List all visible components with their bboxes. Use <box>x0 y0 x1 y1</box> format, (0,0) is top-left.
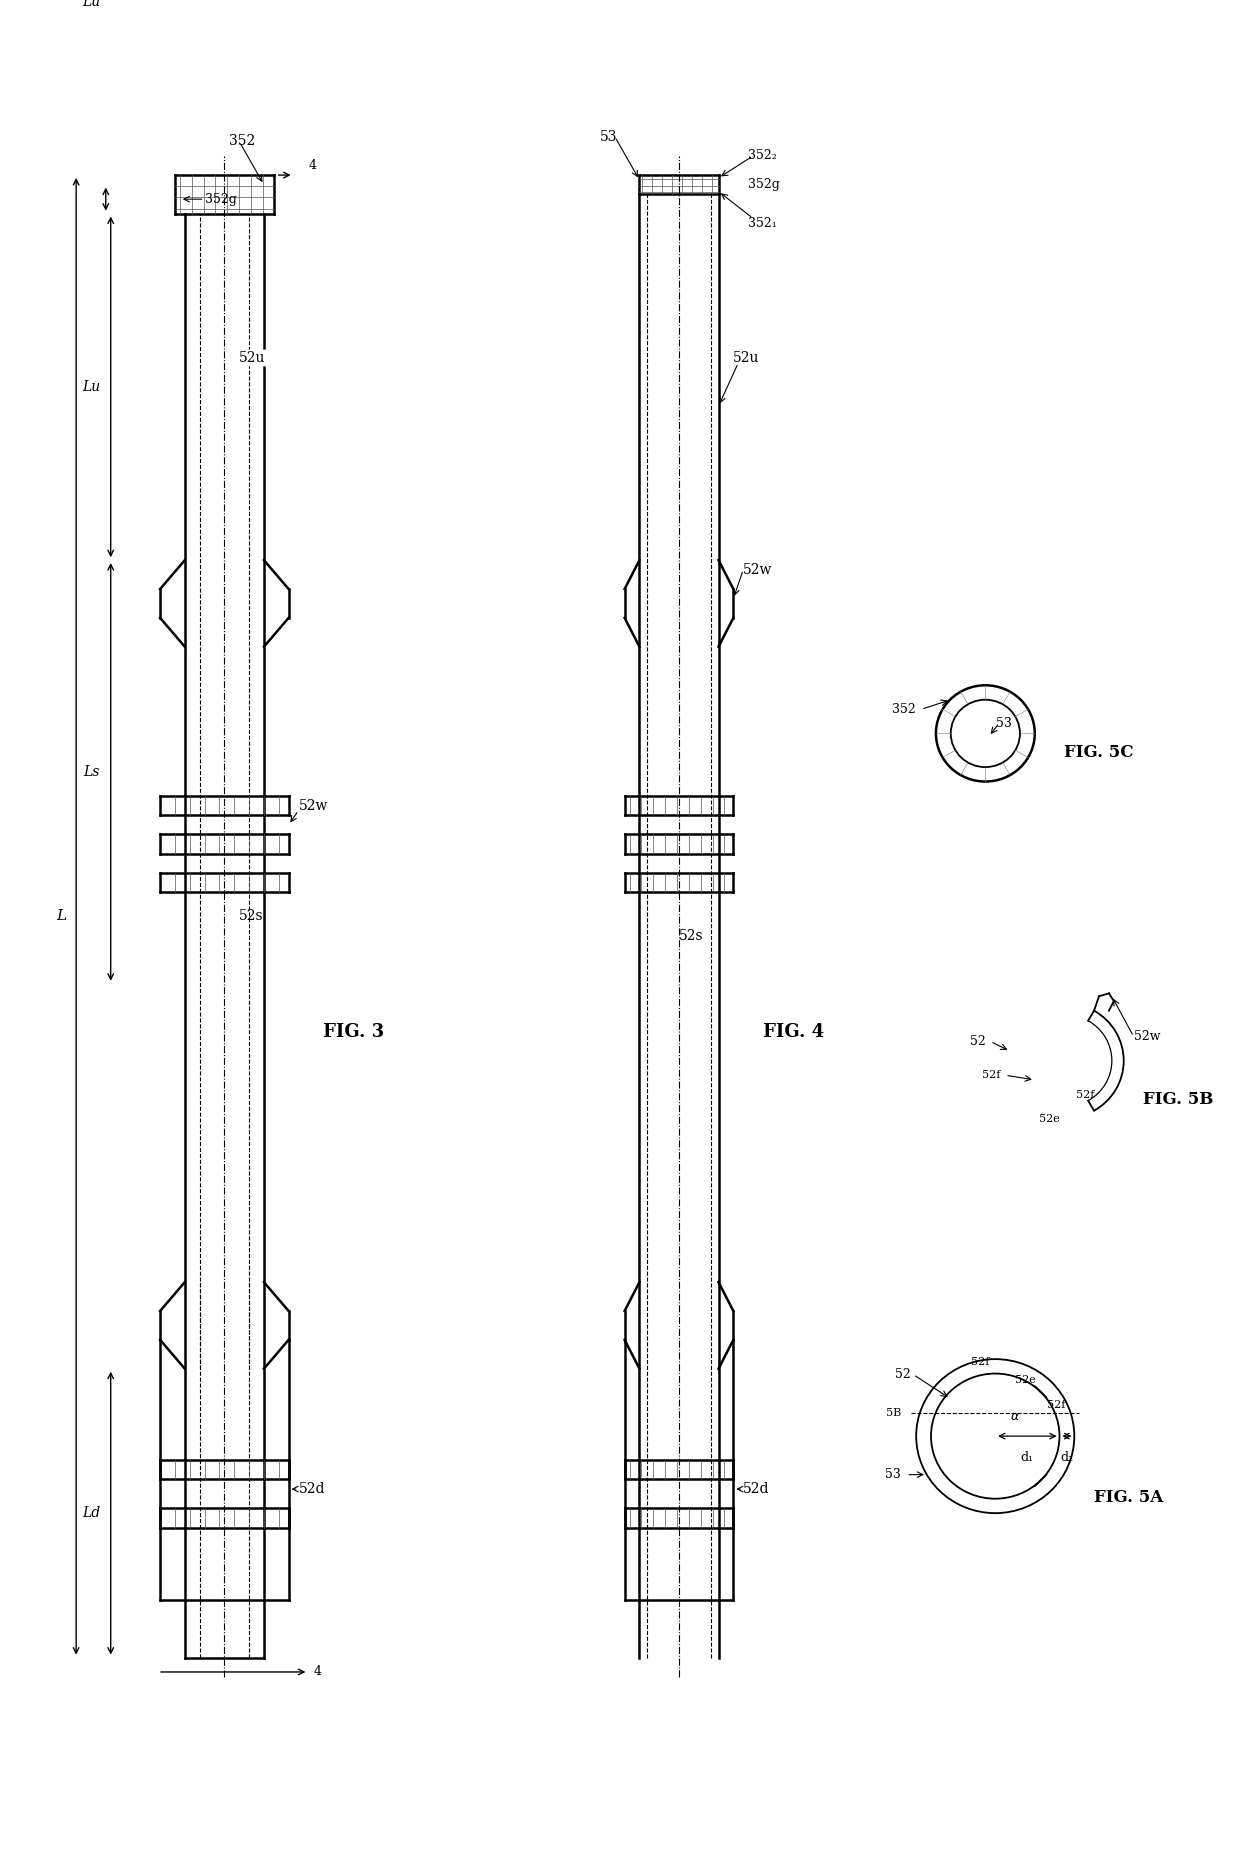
Text: 52: 52 <box>970 1034 986 1047</box>
Text: 53: 53 <box>600 130 618 143</box>
Text: Lu: Lu <box>82 381 100 394</box>
Text: 4: 4 <box>314 1666 321 1679</box>
Text: Lu: Lu <box>82 0 100 9</box>
Text: 52f: 52f <box>1076 1090 1095 1099</box>
Text: 352: 352 <box>893 702 916 715</box>
Text: Ls: Ls <box>83 765 99 778</box>
Text: 352g: 352g <box>748 178 780 191</box>
Text: FIG. 5B: FIG. 5B <box>1143 1090 1214 1109</box>
Text: 52d: 52d <box>299 1482 325 1497</box>
Text: 52f: 52f <box>982 1070 1001 1081</box>
Text: 352g: 352g <box>205 193 237 206</box>
Text: 52u: 52u <box>733 351 760 366</box>
Text: 53: 53 <box>885 1469 901 1482</box>
Text: 4: 4 <box>309 160 316 173</box>
Text: FIG. 5A: FIG. 5A <box>1094 1489 1163 1506</box>
Text: 52s: 52s <box>680 928 703 943</box>
Text: 52w: 52w <box>299 799 327 813</box>
Text: d₁: d₁ <box>1021 1450 1034 1463</box>
Text: $\alpha$: $\alpha$ <box>1011 1409 1021 1422</box>
Text: 52f: 52f <box>971 1357 990 1367</box>
Text: d₂: d₂ <box>1060 1450 1074 1463</box>
Text: FIG. 5C: FIG. 5C <box>1064 745 1133 761</box>
Text: 52: 52 <box>895 1369 911 1382</box>
Text: FIG. 4: FIG. 4 <box>763 1023 825 1040</box>
Text: L: L <box>56 910 67 923</box>
Text: 52e: 52e <box>1014 1374 1035 1385</box>
Text: 52d: 52d <box>743 1482 770 1497</box>
Text: 352: 352 <box>229 134 255 149</box>
Text: FIG. 3: FIG. 3 <box>324 1023 384 1040</box>
Text: 53: 53 <box>996 717 1012 730</box>
Text: 52e: 52e <box>1039 1114 1060 1123</box>
Text: 52w: 52w <box>743 563 773 578</box>
Text: 52u: 52u <box>239 351 265 366</box>
Text: 52w: 52w <box>1133 1031 1161 1044</box>
Text: 52f: 52f <box>1047 1400 1065 1409</box>
Text: 352₁: 352₁ <box>748 217 777 230</box>
Text: 52s: 52s <box>239 910 264 923</box>
Text: Ld: Ld <box>82 1506 100 1521</box>
Text: 352₂: 352₂ <box>748 149 777 162</box>
Text: 5B: 5B <box>887 1408 901 1419</box>
